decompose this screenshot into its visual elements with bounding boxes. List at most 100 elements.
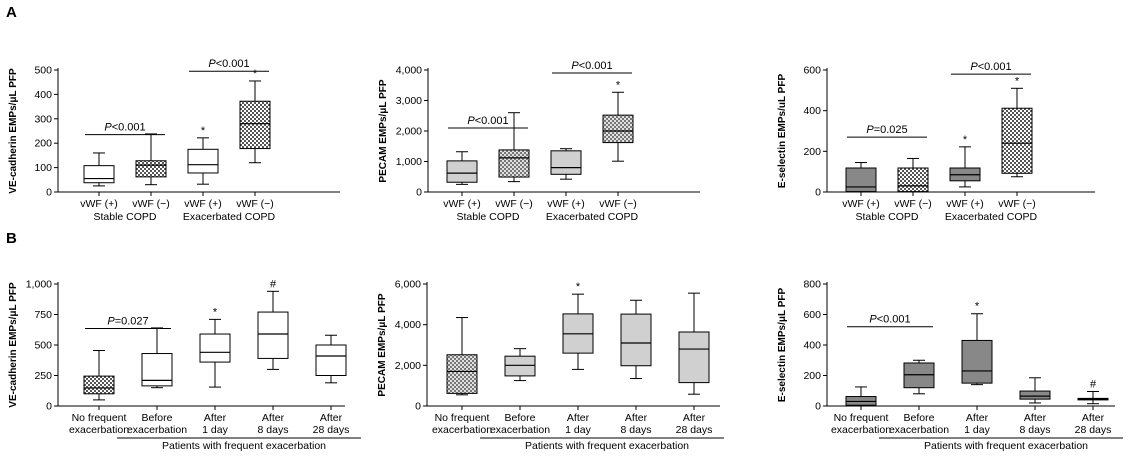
box-4: #	[257, 278, 289, 370]
box-iqr	[1019, 390, 1051, 400]
box-iqr	[498, 149, 530, 178]
group-label: Exacerbated COPD	[945, 211, 1038, 223]
box-iqr	[961, 339, 993, 384]
y-tick-label: 200	[803, 370, 821, 382]
pvalue-label: P<0.001	[208, 58, 249, 70]
x-category-label: After	[966, 412, 989, 424]
x-category-label: After	[567, 412, 590, 424]
y-tick-label: 600	[803, 309, 821, 321]
x-category-label: vWF (+)	[443, 198, 481, 210]
x-category-label: vWF (−)	[894, 198, 932, 210]
x-category-label: vWF (+)	[80, 198, 118, 210]
pvalue-text: <0.001	[112, 122, 146, 134]
y-tick-label: 600	[803, 65, 821, 77]
x-category-label: No frequent	[834, 412, 889, 424]
x-category-label: exacerbation	[127, 424, 187, 436]
y-tick-label: 800	[803, 279, 821, 291]
chart-2: 0 1,000 2,000 3,000 4,000 PECAM EMPs/μL PFP vW…	[378, 60, 700, 223]
y-tick-label: 2,000	[396, 126, 422, 138]
pvalue-label: P<0.001	[869, 314, 910, 326]
y-tick-label: 400	[803, 340, 821, 352]
x-category-label: After	[320, 412, 343, 424]
y-tick-label: 100	[34, 162, 52, 174]
y-tick-label: 300	[34, 113, 52, 125]
x-category-label: Before	[904, 412, 935, 424]
x-category-label: 8 days	[1020, 424, 1051, 436]
x-category-label: No frequent	[72, 412, 127, 424]
box-2	[504, 348, 536, 382]
box-3: *	[187, 125, 219, 185]
box-iqr	[550, 150, 582, 175]
y-tick-label: 0	[46, 187, 52, 199]
x-category-label: exacerbation	[490, 424, 550, 436]
x-category-label: After	[625, 412, 648, 424]
box-iqr	[315, 344, 347, 376]
box-iqr	[602, 114, 634, 144]
group-label: Exacerbated COPD	[546, 211, 639, 223]
chart-5: 0 2,000 4,000 6,000 PECAM EMPs/μL PFP No freq…	[377, 279, 724, 452]
x-category-label: No frequent	[435, 412, 490, 424]
group-label: Patients with frequent exacerbation	[924, 440, 1088, 452]
x-category-label: After	[1024, 412, 1047, 424]
y-tick-label: 6,000	[395, 279, 421, 291]
y-axis-label: VE-cadherin EMPs/μL PFP	[8, 282, 19, 408]
y-tick-label: 200	[803, 146, 821, 158]
pvalue-symbol: P	[571, 60, 579, 72]
y-tick-label: 250	[34, 370, 52, 382]
y-axis-label: PECAM EMPs/μL PFP	[377, 293, 388, 397]
chart-4: 0 250 500 750 1,000 VE-cadherin EMPs/μL PFP No…	[8, 278, 361, 452]
x-category-label: 8 days	[621, 424, 652, 436]
group-label: Stable COPD	[855, 211, 918, 223]
x-category-label: exacerbation	[889, 424, 949, 436]
significance-marker: *	[1015, 75, 1020, 87]
x-category-label: 28 days	[676, 424, 713, 436]
pvalue-symbol: P	[107, 316, 115, 328]
y-tick-label: 4,000	[395, 319, 421, 331]
panel-letter-a: A	[6, 4, 17, 21]
box-2	[498, 112, 530, 183]
y-axis-label: E-selectin EMPs/μL PFP	[777, 288, 788, 403]
significance-marker: *	[616, 79, 621, 91]
box-1	[446, 317, 478, 396]
x-category-label: vWF (+)	[946, 198, 984, 210]
group-label: Exacerbated COPD	[183, 211, 276, 223]
x-category-label: vWF (+)	[184, 198, 222, 210]
pvalue-text: <0.001	[475, 115, 509, 127]
pvalue-symbol: P	[104, 122, 112, 134]
y-tick-label: 0	[46, 401, 52, 413]
box-3: *	[949, 134, 981, 188]
x-category-label: exacerbation	[432, 424, 492, 436]
x-category-label: vWF (+)	[547, 198, 585, 210]
box-iqr	[504, 355, 536, 377]
box-4: *	[602, 79, 634, 162]
box-1	[446, 151, 478, 185]
box-iqr	[446, 160, 478, 183]
x-category-label: After	[204, 412, 227, 424]
x-category-label: 8 days	[258, 424, 289, 436]
box-iqr	[135, 160, 167, 178]
x-category-label: vWF (+)	[842, 198, 880, 210]
pvalue-label: P=0.025	[866, 124, 907, 136]
box-4: *	[239, 68, 271, 164]
significance-marker: *	[963, 134, 968, 146]
significance-marker: *	[213, 306, 218, 318]
significance-marker: *	[576, 281, 581, 293]
y-tick-label: 2,000	[395, 360, 421, 372]
y-axis-label: VE-cadherin EMPs/μL PFP	[8, 68, 19, 194]
y-axis-label: PECAM EMPs/μL PFP	[378, 79, 389, 183]
x-category-label: 28 days	[313, 424, 350, 436]
box-4: *	[1001, 75, 1033, 178]
box-5: #	[1077, 379, 1109, 405]
pvalue-text: <0.001	[579, 60, 613, 72]
box-iqr	[1001, 107, 1033, 174]
box-2	[903, 359, 935, 395]
pvalue-text: =0.025	[874, 124, 908, 136]
pvalue-text: =0.027	[115, 316, 149, 328]
box-3: *	[961, 301, 993, 386]
pvalue-symbol: P	[970, 61, 978, 73]
box-1	[845, 386, 877, 407]
y-tick-label: 3,000	[396, 95, 422, 107]
x-category-label: After	[683, 412, 706, 424]
x-category-label: Before	[142, 412, 173, 424]
x-category-label: vWF (−)	[495, 198, 533, 210]
